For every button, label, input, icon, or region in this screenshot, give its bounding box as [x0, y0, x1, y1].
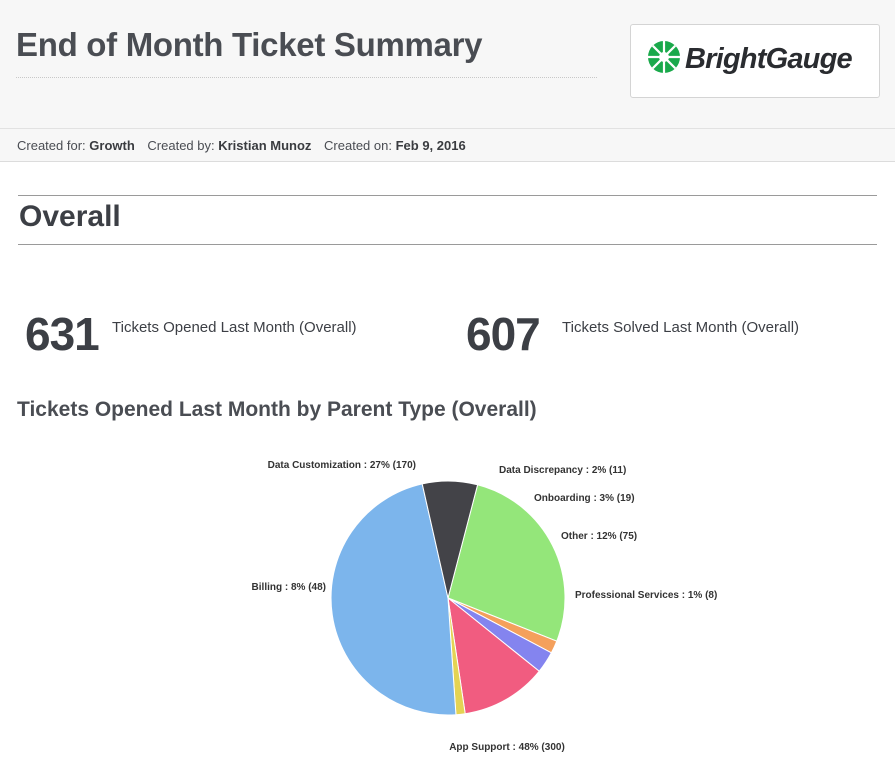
brand-logo: BrightGauge — [630, 24, 880, 98]
section-title: Overall — [19, 200, 121, 233]
chart-title: Tickets Opened Last Month by Parent Type… — [17, 398, 537, 421]
created-by-label: Created by: — [147, 138, 215, 153]
pie-label-billing: Billing : 8% (48) — [252, 582, 326, 593]
created-on-value: Feb 9, 2016 — [395, 138, 466, 153]
created-for-value: Growth — [89, 138, 135, 153]
section-overall: Overall — [18, 195, 877, 245]
pie-label-data-customization: Data Customization : 27% (170) — [268, 460, 416, 471]
pie-slice-app-support[interactable] — [330, 483, 457, 716]
brightgauge-logo-icon — [648, 41, 680, 73]
stat-tickets-solved: 607 Tickets Solved Last Month (Overall) — [466, 307, 799, 361]
stat-label: Tickets Opened Last Month (Overall) — [112, 319, 357, 336]
pie-slice-other[interactable] — [447, 596, 540, 715]
pie-label-other: Other : 12% (75) — [561, 531, 637, 542]
pie-label-app-support: App Support : 48% (300) — [449, 742, 565, 753]
pie-slice-billing[interactable] — [421, 480, 479, 599]
stat-label: Tickets Solved Last Month (Overall) — [562, 319, 800, 336]
pie-label-onboarding: Onboarding : 3% (19) — [534, 493, 635, 504]
pie-label-professional-services: Professional Services : 1% (8) — [575, 590, 717, 601]
stat-value: 631 — [25, 308, 100, 360]
logo-wordmark: BrightGauge — [685, 43, 853, 75]
stat-tickets-opened: 631 Tickets Opened Last Month (Overall) — [25, 307, 357, 361]
report-title: End of Month Ticket Summary — [16, 26, 597, 78]
pie-label-data-discrepancy: Data Discrepancy : 2% (11) — [499, 465, 626, 476]
stat-value: 607 — [466, 308, 541, 360]
pie-slice-data-customization[interactable] — [447, 484, 566, 642]
created-for-label: Created for: — [17, 138, 86, 153]
created-by-value: Kristian Munoz — [218, 138, 312, 153]
created-on-label: Created on: — [324, 138, 392, 153]
report-meta: Created for: Growth Created by: Kristian… — [0, 129, 895, 162]
report-header: End of Month Ticket Summary BrightGauge — [0, 0, 895, 129]
